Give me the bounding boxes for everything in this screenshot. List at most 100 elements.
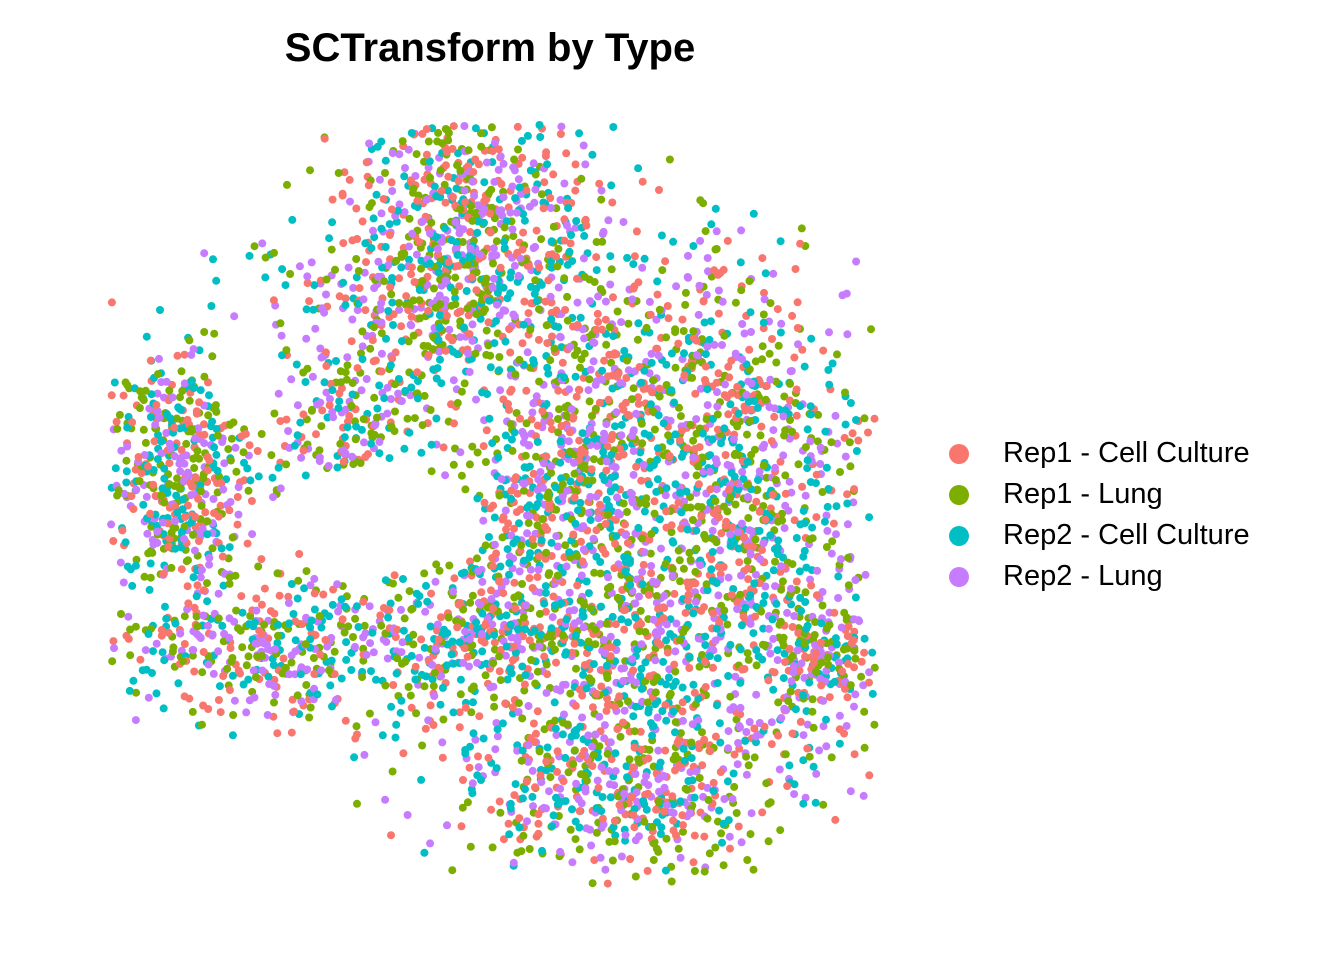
- scatter-point: [570, 639, 579, 648]
- scatter-point: [596, 569, 605, 578]
- scatter-point: [139, 396, 148, 405]
- scatter-point: [649, 615, 658, 624]
- scatter-point: [692, 415, 701, 424]
- scatter-point: [173, 508, 182, 517]
- scatter-point: [767, 740, 776, 749]
- scatter-point: [719, 502, 728, 511]
- scatter-point: [586, 425, 595, 433]
- scatter-point: [481, 621, 490, 630]
- scatter-point: [597, 602, 606, 611]
- scatter-point: [307, 258, 316, 267]
- scatter-point: [197, 566, 206, 575]
- scatter-point: [291, 670, 299, 679]
- scatter-point: [421, 724, 430, 733]
- scatter-point: [492, 317, 500, 326]
- scatter-point: [515, 823, 524, 832]
- scatter-point: [401, 386, 410, 395]
- scatter-point: [171, 517, 180, 525]
- scatter-point: [761, 641, 770, 650]
- scatter-point: [279, 654, 288, 663]
- scatter-point: [457, 822, 466, 831]
- scatter-point: [495, 667, 504, 676]
- scatter-point: [587, 465, 596, 474]
- scatter-point: [579, 522, 588, 531]
- scatter-point: [727, 356, 736, 365]
- scatter-point: [478, 609, 487, 618]
- scatter-point: [402, 292, 411, 301]
- scatter-point: [505, 552, 514, 561]
- scatter-point: [592, 266, 601, 275]
- scatter-point: [850, 702, 858, 711]
- scatter-point: [701, 641, 710, 650]
- scatter-point: [484, 318, 493, 327]
- scatter-point: [460, 186, 469, 195]
- scatter-point: [691, 598, 700, 606]
- scatter-point: [597, 195, 606, 204]
- scatter-point: [154, 431, 162, 439]
- scatter-point: [695, 774, 704, 782]
- scatter-point: [743, 480, 752, 489]
- scatter-point: [790, 516, 799, 525]
- scatter-point: [747, 809, 756, 818]
- scatter-point: [208, 352, 217, 361]
- scatter-point: [634, 164, 643, 173]
- scatter-point: [638, 177, 647, 186]
- scatter-point: [626, 855, 635, 863]
- scatter-point: [794, 460, 803, 469]
- scatter-point: [758, 254, 767, 263]
- scatter-point: [334, 169, 343, 177]
- scatter-point: [588, 762, 597, 770]
- scatter-point: [822, 543, 831, 551]
- scatter-point: [790, 612, 799, 620]
- scatter-point: [664, 431, 673, 440]
- scatter-point: [694, 480, 703, 489]
- scatter-point: [637, 378, 646, 387]
- scatter-point: [391, 407, 399, 416]
- scatter-point: [352, 602, 361, 611]
- scatter-point: [661, 746, 670, 755]
- scatter-point: [196, 573, 205, 582]
- scatter-point: [404, 337, 413, 346]
- scatter-point: [358, 673, 367, 682]
- scatter-point: [633, 645, 642, 654]
- scatter-point: [708, 435, 717, 444]
- scatter-point: [293, 401, 302, 410]
- scatter-point: [831, 815, 840, 824]
- scatter-point: [504, 819, 513, 828]
- scatter-point: [375, 381, 384, 390]
- scatter-point: [440, 180, 449, 189]
- scatter-point: [729, 769, 738, 778]
- scatter-point: [678, 315, 687, 324]
- scatter-point: [686, 555, 695, 564]
- scatter-point: [499, 513, 508, 521]
- scatter-point: [569, 760, 578, 769]
- scatter-point: [372, 190, 381, 199]
- scatter-point: [199, 474, 208, 483]
- scatter-point: [623, 508, 631, 516]
- scatter-point: [318, 304, 327, 313]
- scatter-point: [817, 658, 826, 667]
- scatter-point: [769, 634, 778, 643]
- scatter-point: [818, 488, 827, 496]
- scatter-point: [449, 587, 458, 596]
- scatter-point: [427, 218, 436, 227]
- scatter-point: [273, 639, 282, 647]
- scatter-point: [381, 795, 390, 804]
- scatter-point: [592, 325, 601, 334]
- scatter-point: [153, 407, 162, 416]
- scatter-point: [777, 562, 786, 571]
- scatter-point: [506, 273, 515, 282]
- scatter-point: [528, 584, 537, 592]
- scatter-point: [497, 206, 506, 215]
- scatter-point: [724, 672, 733, 680]
- scatter-point: [760, 288, 768, 297]
- scatter-point: [831, 634, 840, 643]
- scatter-point: [548, 822, 557, 831]
- scatter-point: [161, 602, 169, 611]
- scatter-point: [487, 805, 496, 814]
- scatter-point: [690, 867, 699, 875]
- scatter-point: [387, 702, 396, 711]
- scatter-point: [749, 629, 758, 638]
- scatter-point: [662, 620, 671, 629]
- scatter-point: [189, 573, 198, 582]
